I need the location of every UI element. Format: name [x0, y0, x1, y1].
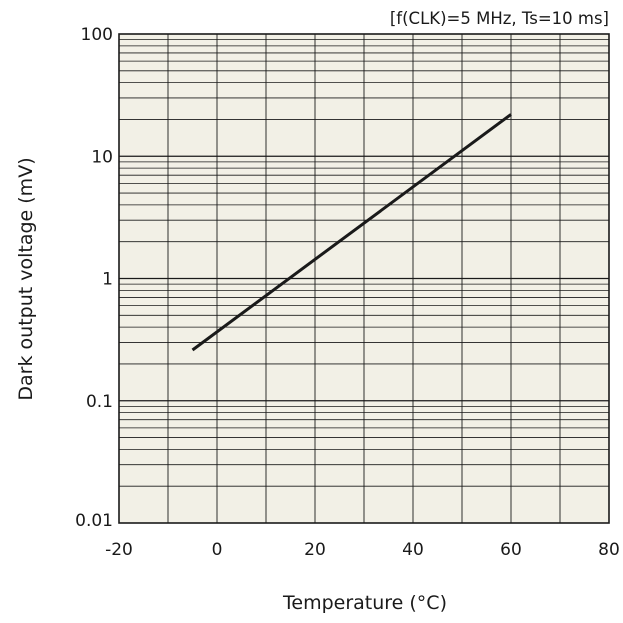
grid-lines: [119, 34, 609, 523]
series-line-1: [191, 113, 512, 352]
x-tick-label: 80: [598, 540, 620, 560]
y-tick-label: 1: [102, 270, 113, 290]
x-tick-label: 20: [304, 540, 326, 560]
x-axis-tick-labels: -20 0 20 40 60 80: [105, 540, 620, 560]
x-axis-label: Temperature (°C): [282, 592, 447, 614]
y-tick-label: 100: [81, 25, 113, 45]
y-axis-label: Dark output voltage (mV): [15, 157, 37, 400]
x-tick-label: 40: [402, 540, 424, 560]
x-tick-label: -20: [105, 540, 133, 560]
plot-frame: [118, 33, 610, 524]
y-axis-tick-labels: 0.01 0.1 1 10 100: [75, 25, 113, 531]
x-tick-label: 60: [500, 540, 522, 560]
x-tick-label: 0: [212, 540, 223, 560]
y-tick-label: 0.1: [86, 392, 113, 412]
y-tick-label: 0.01: [75, 511, 113, 531]
series-layer: [191, 113, 512, 352]
y-tick-label: 10: [91, 147, 113, 167]
chart-annotation: [f(CLK)=5 MHz, Ts=10 ms]: [390, 9, 609, 28]
